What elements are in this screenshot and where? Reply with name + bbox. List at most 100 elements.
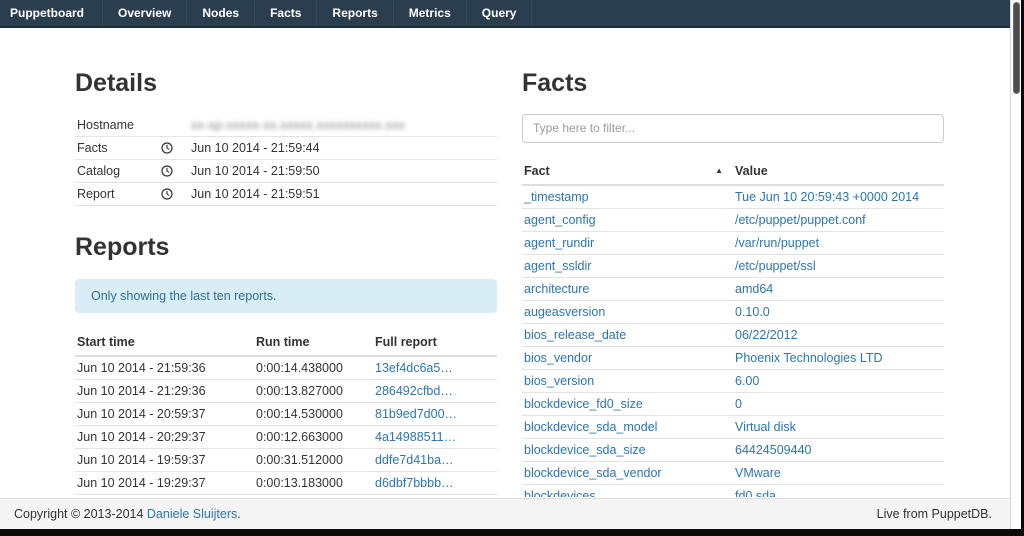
navbar-item[interactable]: Overview	[103, 0, 188, 26]
footer-puppetdb-status: Live from PuppetDB.	[876, 507, 992, 521]
clock-icon[interactable]	[161, 141, 173, 154]
fact-name-link[interactable]: blockdevice_sda_model	[524, 419, 658, 434]
facts-table: Fact ▲ Value _timestamp Tue Jun 10 20:59…	[522, 159, 944, 497]
navbar-brand[interactable]: Puppetboard	[0, 0, 103, 26]
col-fact-label: Fact	[524, 163, 550, 178]
fact-value-link[interactable]: Tue Jun 10 20:59:43 +0000 2014	[735, 189, 920, 204]
details-row-hostname: Hostname xx-xp-xxxxx-xx.xxxxx.xxxxxxxxxx…	[75, 113, 497, 137]
report-run-time: 0:00:14.438000	[254, 356, 373, 380]
col-full-report[interactable]: Full report	[373, 331, 497, 357]
fact-value-link[interactable]: /var/run/puppet	[735, 235, 820, 250]
fact-value-link[interactable]: VMware	[735, 465, 781, 480]
fact-value-link[interactable]: /etc/puppet/puppet.conf	[735, 212, 866, 227]
navbar-item[interactable]: Reports	[317, 0, 394, 26]
fact-row: blockdevices fd0,sda	[522, 484, 944, 497]
fact-name-link[interactable]: blockdevices	[524, 488, 596, 498]
report-hash-link[interactable]: 81b9ed7d00…	[375, 407, 458, 421]
fact-value-link[interactable]: Phoenix Technologies LTD	[735, 350, 883, 365]
fact-row: architecture amd64	[522, 277, 944, 301]
report-row: Jun 10 2014 - 19:59:37 0:00:31.512000 dd…	[75, 448, 497, 472]
fact-row: blockdevice_sda_vendor VMware	[522, 461, 944, 485]
fact-value-link[interactable]: /etc/puppet/ssl	[735, 258, 816, 273]
fact-name-link[interactable]: _timestamp	[524, 189, 589, 204]
report-run-time: 0:00:13.423000	[254, 494, 373, 497]
col-value[interactable]: Value	[733, 159, 944, 186]
fact-value-link[interactable]: fd0,sda	[735, 488, 777, 498]
fact-value-link[interactable]: 0.10.0	[735, 304, 770, 319]
details-title: Details	[75, 69, 157, 97]
window-right-edge	[1021, 0, 1024, 536]
navbar-item[interactable]: Query	[467, 0, 533, 26]
footer-copyright: Copyright © 2013-2014 Daniele Sluijters.	[0, 507, 241, 521]
vertical-scrollbar-thumb[interactable]	[1013, 2, 1020, 94]
report-row: Jun 10 2014 - 20:29:37 0:00:12.663000 4a…	[75, 425, 497, 449]
fact-row: bios_version 6.00	[522, 369, 944, 393]
fact-name-link[interactable]: agent_config	[524, 212, 596, 227]
report-start-time: Jun 10 2014 - 19:59:37	[75, 448, 254, 472]
fact-value-link[interactable]: Virtual disk	[735, 419, 796, 434]
main-content: Details Hostname xx-xp-xxxxx-xx.xxxxx.xx…	[0, 28, 1010, 497]
report-row: Jun 10 2014 - 19:29:37 0:00:13.183000 d6…	[75, 471, 497, 495]
report-row: Jun 10 2014 - 21:29:36 0:00:13.827000 28…	[75, 379, 497, 403]
report-start-time: Jun 10 2014 - 21:29:36	[75, 379, 254, 403]
hostname-label: Hostname	[75, 113, 189, 137]
navbar-item[interactable]: Facts	[255, 0, 318, 26]
fact-name-link[interactable]: blockdevice_sda_vendor	[524, 465, 662, 480]
fact-row: bios_release_date 06/22/2012	[522, 323, 944, 347]
fact-row: agent_rundir /var/run/puppet	[522, 231, 944, 255]
report-run-time: 0:00:12.663000	[254, 425, 373, 449]
fact-row: blockdevice_fd0_size 0	[522, 392, 944, 416]
fact-value-link[interactable]: 0	[735, 396, 742, 411]
navbar-items: Overview Nodes Facts Reports Metrics Query	[103, 0, 533, 26]
fact-value-link[interactable]: amd64	[735, 281, 774, 296]
fact-name-link[interactable]: bios_vendor	[524, 350, 593, 365]
report-start-time: Jun 10 2014 - 21:59:36	[75, 356, 254, 380]
facts-label: Facts	[77, 140, 108, 155]
author-link[interactable]: Daniele Sluijters	[146, 507, 238, 521]
facts-timestamp: Jun 10 2014 - 21:59:44	[189, 136, 497, 160]
report-hash-link[interactable]: 4a14988511…	[375, 430, 457, 444]
vertical-scrollbar-track[interactable]	[1010, 0, 1021, 529]
fact-name-link[interactable]: bios_version	[524, 373, 595, 388]
fact-name-link[interactable]: augeasversion	[524, 304, 606, 319]
report-timestamp: Jun 10 2014 - 21:59:51	[189, 182, 497, 206]
report-hash-link[interactable]: 13ef4dc6a5…	[375, 361, 453, 375]
fact-name-link[interactable]: bios_release_date	[524, 327, 627, 342]
fact-name-link[interactable]: agent_ssldir	[524, 258, 592, 273]
fact-value-link[interactable]: 6.00	[735, 373, 760, 388]
details-row-facts: Facts Jun 10 2014 - 21:59:44	[75, 136, 497, 160]
reports-info-alert: Only showing the last ten reports.	[75, 279, 497, 313]
fact-value-link[interactable]: 64424509440	[735, 442, 812, 457]
report-label: Report	[77, 186, 115, 201]
window-bottom-edge	[0, 529, 1024, 536]
navbar-item[interactable]: Nodes	[187, 0, 256, 26]
navbar-item[interactable]: Metrics	[394, 0, 467, 26]
report-run-time: 0:00:31.512000	[254, 448, 373, 472]
clock-icon[interactable]	[161, 164, 173, 177]
catalog-label: Catalog	[77, 163, 121, 178]
report-run-time: 0:00:13.183000	[254, 471, 373, 495]
fact-value-link[interactable]: 06/22/2012	[735, 327, 798, 342]
report-hash-link[interactable]: d6dbf7bbbb…	[375, 476, 454, 490]
details-table: Hostname xx-xp-xxxxx-xx.xxxxx.xxxxxxxxxx…	[75, 113, 497, 206]
fact-row: blockdevice_sda_model Virtual disk	[522, 415, 944, 439]
report-row: Jun 10 2014 - 20:59:37 0:00:14.530000 81…	[75, 402, 497, 426]
copyright-period: .	[237, 507, 241, 521]
fact-name-link[interactable]: blockdevice_fd0_size	[524, 396, 643, 411]
col-start-time[interactable]: Start time	[75, 331, 254, 357]
details-row-catalog: Catalog Jun 10 2014 - 21:59:50	[75, 159, 497, 183]
details-row-report: Report Jun 10 2014 - 21:59:51	[75, 182, 497, 206]
report-hash-link[interactable]: 286492cfbd…	[375, 384, 453, 398]
fact-name-link[interactable]: architecture	[524, 281, 590, 296]
report-run-time: 0:00:13.827000	[254, 379, 373, 403]
fact-name-link[interactable]: agent_rundir	[524, 235, 595, 250]
col-run-time[interactable]: Run time	[254, 331, 373, 357]
report-start-time: Jun 10 2014 - 20:29:37	[75, 425, 254, 449]
catalog-timestamp: Jun 10 2014 - 21:59:50	[189, 159, 497, 183]
col-fact[interactable]: Fact ▲	[522, 159, 733, 186]
report-hash-link[interactable]: ddfe7d41ba…	[375, 453, 454, 467]
facts-filter-input[interactable]	[522, 113, 944, 143]
fact-name-link[interactable]: blockdevice_sda_size	[524, 442, 646, 457]
clock-icon[interactable]	[161, 187, 173, 200]
